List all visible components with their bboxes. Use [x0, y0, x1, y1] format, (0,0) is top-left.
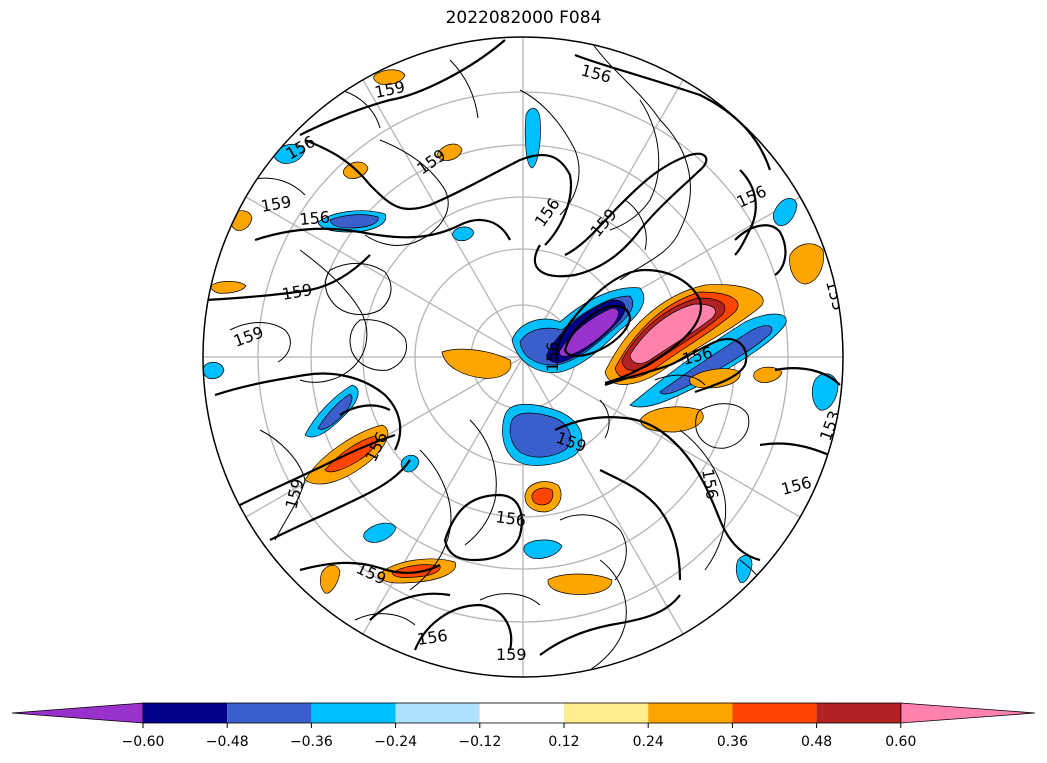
colorbar-segment — [143, 703, 228, 723]
positive-blob-south-core — [531, 487, 554, 506]
negative-blob-north — [273, 143, 306, 164]
contour-label: 156 — [543, 341, 562, 372]
colorbar-tick-label: −0.24 — [374, 734, 417, 750]
negative-blob-south3 — [523, 539, 563, 559]
colorbar-tick-label: −0.48 — [206, 734, 249, 750]
colorbar-segment — [816, 703, 901, 723]
positive-blob-far-east — [789, 243, 824, 285]
positive-blob-top2 — [437, 143, 463, 161]
colorbar-tick-label: 0.24 — [633, 734, 664, 750]
negative-blob-south-core — [509, 412, 572, 458]
colorbar-ticks: −0.60 −0.48 −0.36 −0.24 −0.12 0.12 0.24 0.36 0.4… — [122, 723, 916, 750]
height-contours — [204, 39, 841, 656]
positive-blob-southwest-core — [391, 564, 441, 578]
contour-label: 156 — [299, 207, 331, 229]
contour-label: 156 — [416, 626, 449, 649]
negative-blob-northwest-core — [329, 214, 379, 229]
colorbar-tick-label: 0.12 — [548, 734, 579, 750]
negative-blob-far-east — [811, 373, 839, 411]
positive-blob-east2 — [689, 368, 741, 389]
positive-blob-southwest2 — [319, 564, 341, 594]
colorbar-tick-label: −0.36 — [290, 734, 333, 750]
colorbar-tick-label: −0.12 — [458, 734, 501, 750]
positive-blob-south2 — [547, 573, 613, 595]
negative-anomaly-purple — [559, 307, 619, 357]
negative-band-west-core — [317, 393, 353, 430]
colorbar-segment — [311, 703, 396, 723]
colorbar-segment — [479, 703, 564, 723]
negative-band-east-core — [659, 325, 773, 395]
positive-blob-far-east2 — [753, 366, 783, 383]
colorbar: −0.60 −0.48 −0.36 −0.24 −0.12 0.12 0.24 0.36 0.4… — [11, 702, 1036, 750]
contour-label: 159 — [496, 645, 527, 664]
colorbar-segment — [227, 703, 312, 723]
colorbar-tick-label: −0.60 — [122, 734, 165, 750]
colorbar-segment — [395, 703, 480, 723]
colorbar-segment — [564, 703, 649, 723]
colorbar-extend-over — [900, 702, 1036, 724]
polar-map: 159 156 156 159 159 156 156 159 156 159 … — [202, 36, 844, 678]
positive-blob-top — [373, 69, 406, 85]
colorbar-segment — [648, 703, 733, 723]
positive-blob-east — [639, 406, 704, 433]
positive-blob-pole-west — [441, 348, 512, 379]
map-boundary — [202, 36, 844, 678]
negative-blob-mid2 — [400, 454, 420, 473]
colorbar-extend-under — [11, 702, 144, 724]
colorbar-tick-label: 0.48 — [801, 734, 832, 750]
positive-band-west-core — [324, 435, 377, 473]
positive-blob-left2 — [210, 281, 247, 294]
colorbar-tick-label: 0.36 — [717, 734, 748, 750]
negative-blob-southwest3 — [363, 522, 397, 543]
negative-blob-far-east2 — [772, 198, 798, 226]
colorbar-blocks — [11, 702, 1036, 724]
colorbar-segment — [732, 703, 817, 723]
map-title: 2022082000 F084 — [445, 8, 602, 28]
positive-anomaly-pink — [629, 303, 716, 364]
negative-blob-north2 — [524, 107, 541, 169]
colorbar-tick-label: 0.60 — [885, 734, 916, 750]
contour-label: 156 — [494, 507, 527, 530]
negative-blob-mid — [452, 226, 475, 242]
colorbar-outline — [142, 702, 902, 724]
